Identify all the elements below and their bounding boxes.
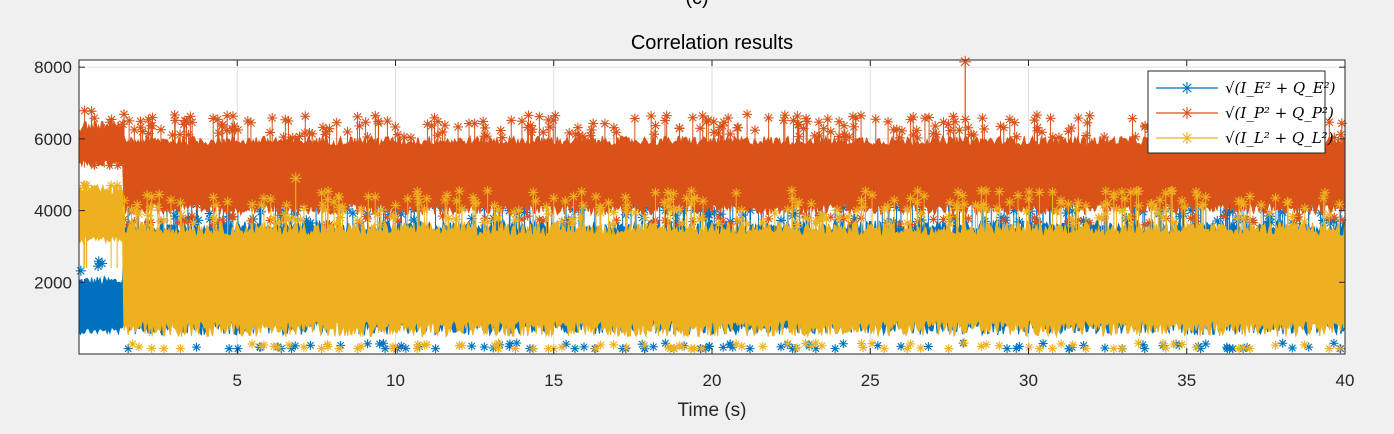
x-tick-label: 35 xyxy=(1177,371,1196,390)
x-tick-label: 10 xyxy=(386,371,405,390)
legend-label-0: √(I_E² + Q_E²) xyxy=(1225,79,1336,97)
legend-box xyxy=(1147,70,1326,154)
y-tick-label: 8000 xyxy=(34,58,72,77)
x-tick-label: 40 xyxy=(1336,371,1355,390)
axis-ticks: 5 10 15 20 25 30 35 40 2000 4000 6000 8000 xyxy=(34,58,1354,390)
x-axis-label: Time (s) xyxy=(678,400,747,421)
data-series xyxy=(75,55,1347,354)
legend-marker-2 xyxy=(1181,132,1193,144)
x-tick-label: 15 xyxy=(544,371,563,390)
legend-marker-0 xyxy=(1181,82,1193,94)
legend-label-2: √(I_L² + Q_L²) xyxy=(1225,129,1334,147)
x-tick-label: 20 xyxy=(703,371,722,390)
legend: √(I_E² + Q_E²) √(I_P² + Q_P²) √(I_L² + Q_L… xyxy=(1147,70,1336,154)
legend-label-1: √(I_P² + Q_P²) xyxy=(1225,104,1334,122)
y-tick-label: 6000 xyxy=(34,130,72,149)
chart-title: Correlation results xyxy=(631,32,793,54)
y-tick-label: 2000 xyxy=(34,273,72,292)
legend-marker-1 xyxy=(1181,107,1193,119)
x-tick-label: 25 xyxy=(861,371,880,390)
y-tick-label: 4000 xyxy=(34,202,72,221)
x-tick-label: 30 xyxy=(1019,371,1038,390)
x-tick-label: 5 xyxy=(233,371,242,390)
series-2 xyxy=(78,172,1346,354)
header-fragment: (c) xyxy=(685,0,708,9)
